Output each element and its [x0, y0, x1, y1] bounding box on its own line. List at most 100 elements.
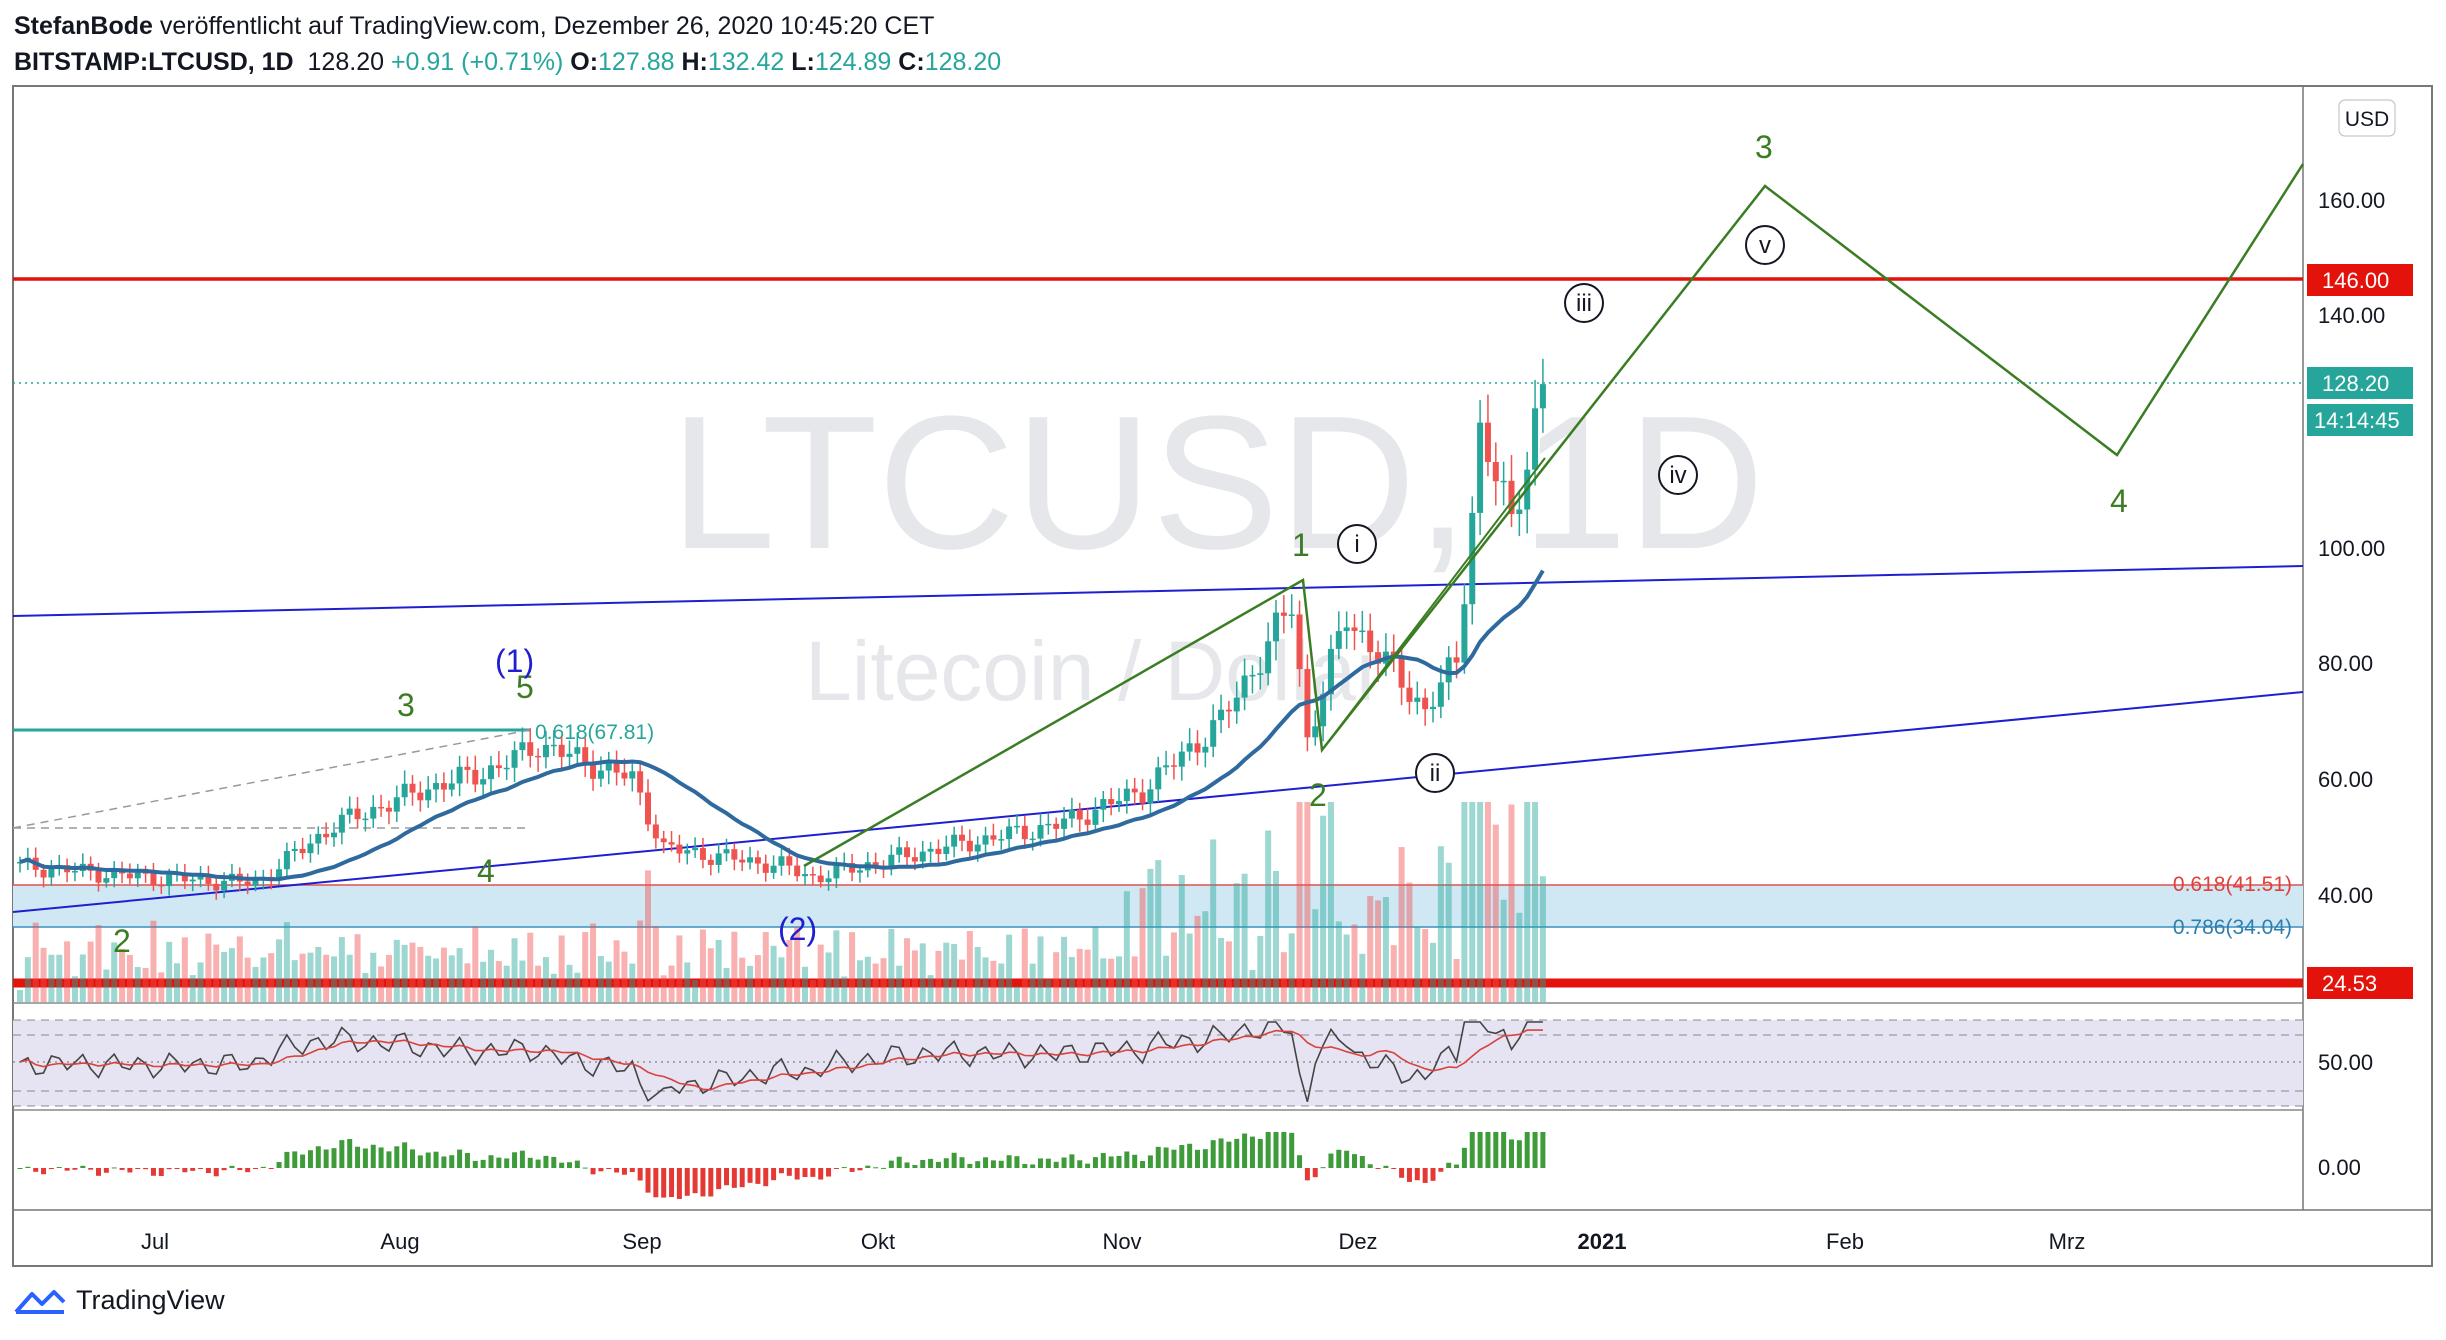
histogram-bar — [881, 1167, 886, 1169]
volume-bar — [1477, 802, 1484, 1002]
candle-body — [676, 844, 683, 854]
volume-bar — [378, 966, 385, 1002]
histogram-bar — [1383, 1165, 1389, 1168]
histogram-bar — [182, 1168, 188, 1173]
volume-bar — [935, 950, 942, 1002]
histogram-bar — [410, 1149, 415, 1168]
candle-body — [409, 783, 416, 793]
histogram-bar — [245, 1168, 251, 1173]
histogram-bar — [598, 1168, 604, 1172]
candle-body — [252, 880, 259, 886]
candle-body — [1123, 788, 1130, 802]
histogram-bar — [378, 1147, 384, 1168]
candle-body — [1186, 743, 1193, 752]
candle-body — [331, 832, 337, 838]
candle-body — [299, 848, 306, 854]
histogram-bar — [1257, 1138, 1263, 1168]
volume-bar — [645, 870, 651, 1002]
histogram-bar — [17, 1168, 23, 1169]
volume-bar — [244, 957, 251, 1002]
tradingview-logo[interactable]: TradingView — [14, 1285, 225, 1316]
symbol-label[interactable]: BITSTAMP:LTCUSD, 1D — [14, 48, 294, 76]
candle-body — [872, 862, 879, 866]
chart-frame — [12, 85, 2433, 1267]
volume-bar — [126, 954, 133, 1002]
volume-bar — [1202, 911, 1209, 1002]
candle-body — [613, 761, 620, 773]
volume-bar — [1288, 933, 1295, 1002]
candle-body — [315, 833, 322, 844]
histogram-bar — [402, 1142, 408, 1168]
volume-bar — [1163, 955, 1170, 1002]
volume-bar — [1013, 986, 1020, 1002]
histogram-bar — [1202, 1149, 1208, 1168]
histogram-bar — [205, 1168, 211, 1174]
volume-bar — [676, 935, 683, 1002]
volume-bar — [1516, 912, 1523, 1002]
volume-bar — [1406, 882, 1413, 1002]
publish-info: veröffentlicht auf TradingView.com, Deze… — [159, 12, 935, 40]
wave-label-3: 3 — [397, 687, 415, 723]
volume-bar — [1273, 870, 1279, 1002]
currency-button[interactable] — [2338, 99, 2396, 137]
volume-bar — [1320, 815, 1327, 1002]
histogram-bar — [198, 1168, 204, 1169]
histogram-bar — [1038, 1158, 1043, 1168]
wave-i-line — [1321, 457, 1546, 751]
candle-body — [1139, 792, 1146, 804]
candle-body — [323, 833, 330, 838]
candle-body — [197, 875, 204, 880]
histogram-bar — [818, 1168, 824, 1180]
histogram-bar — [307, 1150, 313, 1168]
volume-bar — [1359, 953, 1366, 1002]
candle-body — [959, 834, 965, 841]
volume-bar — [527, 932, 534, 1002]
volume-bar — [307, 952, 314, 1002]
candle-body — [1335, 631, 1342, 649]
histogram-bar — [1414, 1168, 1420, 1181]
candle-body — [621, 772, 628, 779]
histogram-bar — [1391, 1168, 1397, 1169]
volume-bar — [715, 939, 722, 1002]
histogram-bar — [1304, 1168, 1310, 1181]
volume-bar — [1155, 860, 1162, 1002]
candle-body — [401, 783, 408, 798]
fib-label-618: 0.618(41.51) — [2173, 873, 2292, 896]
histogram-bar — [896, 1156, 902, 1168]
candle-body — [919, 851, 926, 862]
candle-body — [464, 766, 471, 770]
wave-label-paren-1: (1) — [495, 643, 534, 679]
tag-last: 128.20 — [2322, 371, 2389, 396]
volume-bar — [1178, 875, 1185, 1002]
volume-bar — [1139, 888, 1146, 1002]
candle-body — [338, 814, 345, 833]
histogram-bar — [1045, 1158, 1051, 1168]
high-label: H: — [681, 48, 708, 76]
histogram-bar — [614, 1168, 620, 1173]
volume-bar — [558, 935, 565, 1002]
histogram-bar — [967, 1163, 973, 1168]
volume-bar — [213, 944, 220, 1002]
candle-body — [1265, 641, 1272, 674]
candle-body — [1477, 422, 1484, 513]
volume-bar — [1061, 936, 1068, 1002]
histogram-bar — [370, 1144, 376, 1168]
volume-bar — [762, 932, 769, 1002]
candle-body — [1375, 652, 1382, 664]
candle-body — [1045, 823, 1052, 826]
rsi-band — [13, 1020, 2303, 1106]
histogram-bar — [1014, 1156, 1020, 1168]
histogram-bar — [574, 1160, 580, 1168]
histogram-bar — [755, 1168, 761, 1184]
histogram-bar — [1249, 1136, 1255, 1168]
candle-body — [1539, 384, 1546, 409]
histogram-bar — [559, 1162, 565, 1168]
candle-body — [1516, 509, 1523, 514]
histogram-bar — [1053, 1161, 1059, 1168]
volume-bar — [613, 940, 620, 1002]
candle-body — [1367, 630, 1374, 653]
volume-bar — [1021, 928, 1028, 1002]
candle-body — [95, 870, 102, 883]
